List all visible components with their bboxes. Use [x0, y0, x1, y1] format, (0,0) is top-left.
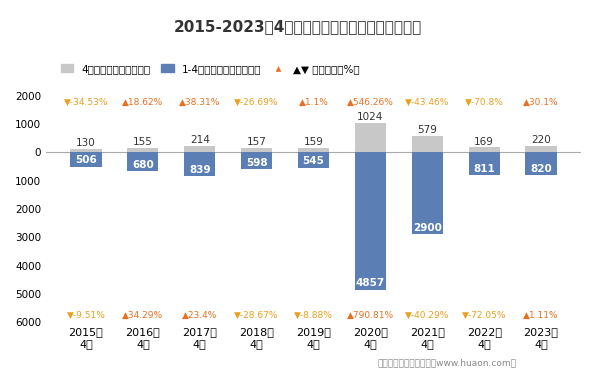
Bar — [468, 152, 500, 175]
Bar — [355, 152, 386, 290]
Text: 2015-2023年4月大连商品交易所鸡蛋期货成交量: 2015-2023年4月大连商品交易所鸡蛋期货成交量 — [174, 19, 422, 34]
Text: 598: 598 — [246, 158, 268, 168]
Text: ▼-28.67%: ▼-28.67% — [234, 311, 279, 320]
Bar — [241, 152, 272, 169]
Text: ▼-26.69%: ▼-26.69% — [234, 98, 279, 107]
Text: 4857: 4857 — [356, 279, 385, 288]
Text: ▼-40.29%: ▼-40.29% — [405, 311, 449, 320]
Text: 制图：华经产业研究院（www.huaon.com）: 制图：华经产业研究院（www.huaon.com） — [377, 358, 517, 368]
Text: ▲38.31%: ▲38.31% — [179, 98, 221, 107]
Text: 545: 545 — [303, 156, 324, 166]
Text: ▼-70.8%: ▼-70.8% — [465, 98, 504, 107]
Text: ▲18.62%: ▲18.62% — [122, 98, 163, 107]
Bar — [526, 152, 557, 176]
Text: ▼-34.53%: ▼-34.53% — [64, 98, 108, 107]
Text: 579: 579 — [417, 125, 437, 135]
Bar — [70, 148, 101, 152]
Text: ▼-72.05%: ▼-72.05% — [462, 311, 507, 320]
Text: 220: 220 — [531, 135, 551, 145]
Bar — [241, 148, 272, 152]
Text: 1024: 1024 — [357, 112, 384, 122]
Text: 169: 169 — [474, 136, 494, 147]
Text: 159: 159 — [303, 137, 324, 147]
Bar — [355, 123, 386, 152]
Text: ▲790.81%: ▲790.81% — [347, 311, 394, 320]
Text: ▲546.26%: ▲546.26% — [347, 98, 394, 107]
Bar — [526, 146, 557, 152]
Bar — [412, 152, 443, 234]
Text: ▼-43.46%: ▼-43.46% — [405, 98, 449, 107]
Bar — [298, 152, 329, 168]
Text: ▲30.1%: ▲30.1% — [523, 98, 559, 107]
Bar — [127, 148, 159, 152]
Text: ▼-8.88%: ▼-8.88% — [294, 311, 333, 320]
Text: 130: 130 — [76, 138, 96, 148]
Text: 506: 506 — [75, 155, 97, 165]
Legend: 4月期货成交量（万手）, 1-4月期货成交量（万手）, ▲▼ 同比增长（%）: 4月期货成交量（万手）, 1-4月期货成交量（万手）, ▲▼ 同比增长（%） — [57, 60, 364, 78]
Bar — [468, 147, 500, 152]
Text: ▲34.29%: ▲34.29% — [122, 311, 163, 320]
Bar — [184, 152, 215, 176]
Text: 2900: 2900 — [413, 223, 442, 233]
Text: 811: 811 — [473, 164, 495, 174]
Bar — [127, 152, 159, 171]
Text: 820: 820 — [530, 164, 552, 174]
Text: ▲1.1%: ▲1.1% — [299, 98, 328, 107]
Bar — [184, 146, 215, 152]
Bar — [298, 148, 329, 152]
Bar — [70, 152, 101, 166]
Bar — [412, 136, 443, 152]
Text: ▲23.4%: ▲23.4% — [182, 311, 218, 320]
Text: 157: 157 — [247, 137, 266, 147]
Text: 680: 680 — [132, 160, 154, 170]
Text: 155: 155 — [133, 137, 153, 147]
Text: ▼-9.51%: ▼-9.51% — [67, 311, 105, 320]
Text: 214: 214 — [190, 135, 210, 145]
Text: ▲1.11%: ▲1.11% — [523, 311, 559, 320]
Text: 839: 839 — [189, 165, 210, 175]
